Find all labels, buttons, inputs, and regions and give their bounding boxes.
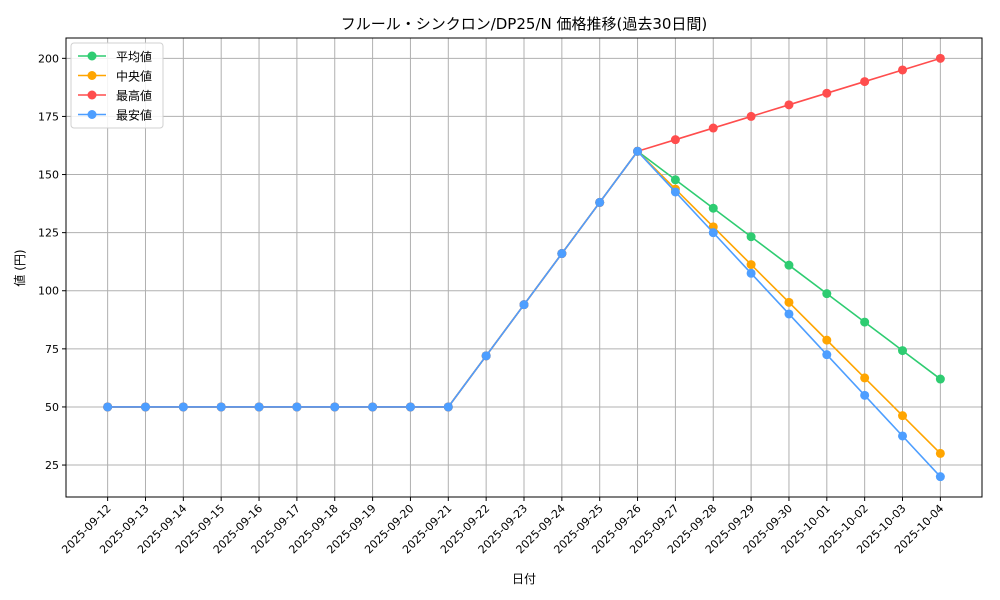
data-point — [898, 431, 908, 441]
series-3 — [103, 146, 945, 482]
data-point — [254, 402, 264, 412]
data-point — [822, 88, 832, 98]
data-point — [633, 146, 643, 156]
data-point — [860, 373, 870, 383]
data-point — [746, 232, 756, 242]
data-point — [330, 402, 340, 412]
data-point — [746, 268, 756, 278]
data-point — [178, 402, 188, 412]
data-point — [860, 390, 870, 400]
y-axis-label: 値 (円) — [12, 249, 27, 286]
legend-marker — [87, 71, 97, 80]
data-point — [216, 402, 226, 412]
data-point — [557, 249, 567, 259]
data-point — [595, 197, 605, 207]
legend-label: 最高値 — [116, 88, 152, 103]
grid — [66, 38, 982, 497]
data-point — [822, 289, 832, 299]
data-point — [443, 402, 453, 412]
y-tick-label: 150 — [38, 169, 59, 182]
y-tick-label: 50 — [45, 401, 59, 414]
data-point — [898, 65, 908, 75]
data-point — [140, 402, 150, 412]
legend-marker — [87, 110, 97, 119]
data-point — [822, 350, 832, 360]
data-point — [935, 374, 945, 384]
data-point — [784, 100, 794, 110]
data-point — [935, 448, 945, 458]
data-point — [746, 260, 756, 270]
legend-label: 中央値 — [116, 69, 152, 84]
data-point — [860, 317, 870, 327]
legend-marker — [87, 90, 97, 100]
data-point — [670, 187, 680, 197]
y-tick-label: 100 — [38, 285, 59, 298]
legend-label: 平均値 — [116, 49, 152, 64]
data-point — [784, 260, 794, 270]
data-point — [103, 402, 113, 412]
legend-label: 最安値 — [116, 108, 152, 123]
x-axis-label: 日付 — [512, 572, 536, 586]
data-point — [822, 335, 832, 345]
data-point — [898, 411, 908, 421]
legend-box — [70, 42, 164, 129]
y-tick-label: 125 — [38, 227, 59, 240]
y-tick-label: 200 — [38, 52, 59, 65]
data-point — [935, 472, 945, 482]
data-point — [670, 175, 680, 185]
data-point — [784, 297, 794, 307]
y-tick-label: 75 — [45, 343, 59, 356]
data-point — [898, 346, 908, 356]
data-point — [519, 300, 529, 310]
data-point — [708, 123, 718, 133]
y-tick-label: 25 — [45, 459, 59, 472]
legend-marker — [87, 51, 97, 61]
data-point — [746, 111, 756, 121]
data-point — [935, 53, 945, 63]
data-point — [708, 203, 718, 213]
data-point — [860, 77, 870, 87]
data-point — [481, 351, 491, 361]
data-point — [708, 228, 718, 238]
data-point — [670, 135, 680, 145]
data-point — [784, 309, 794, 319]
data-point — [405, 402, 415, 412]
axes: 2025-09-122025-09-132025-09-142025-09-15… — [38, 52, 946, 556]
data-point — [292, 402, 302, 412]
y-tick-label: 175 — [38, 110, 59, 123]
data-point — [368, 402, 378, 412]
chart-title: フルール・シンクロン/DP25/N 価格推移(過去30日間) — [341, 15, 708, 33]
series-group — [103, 53, 945, 482]
